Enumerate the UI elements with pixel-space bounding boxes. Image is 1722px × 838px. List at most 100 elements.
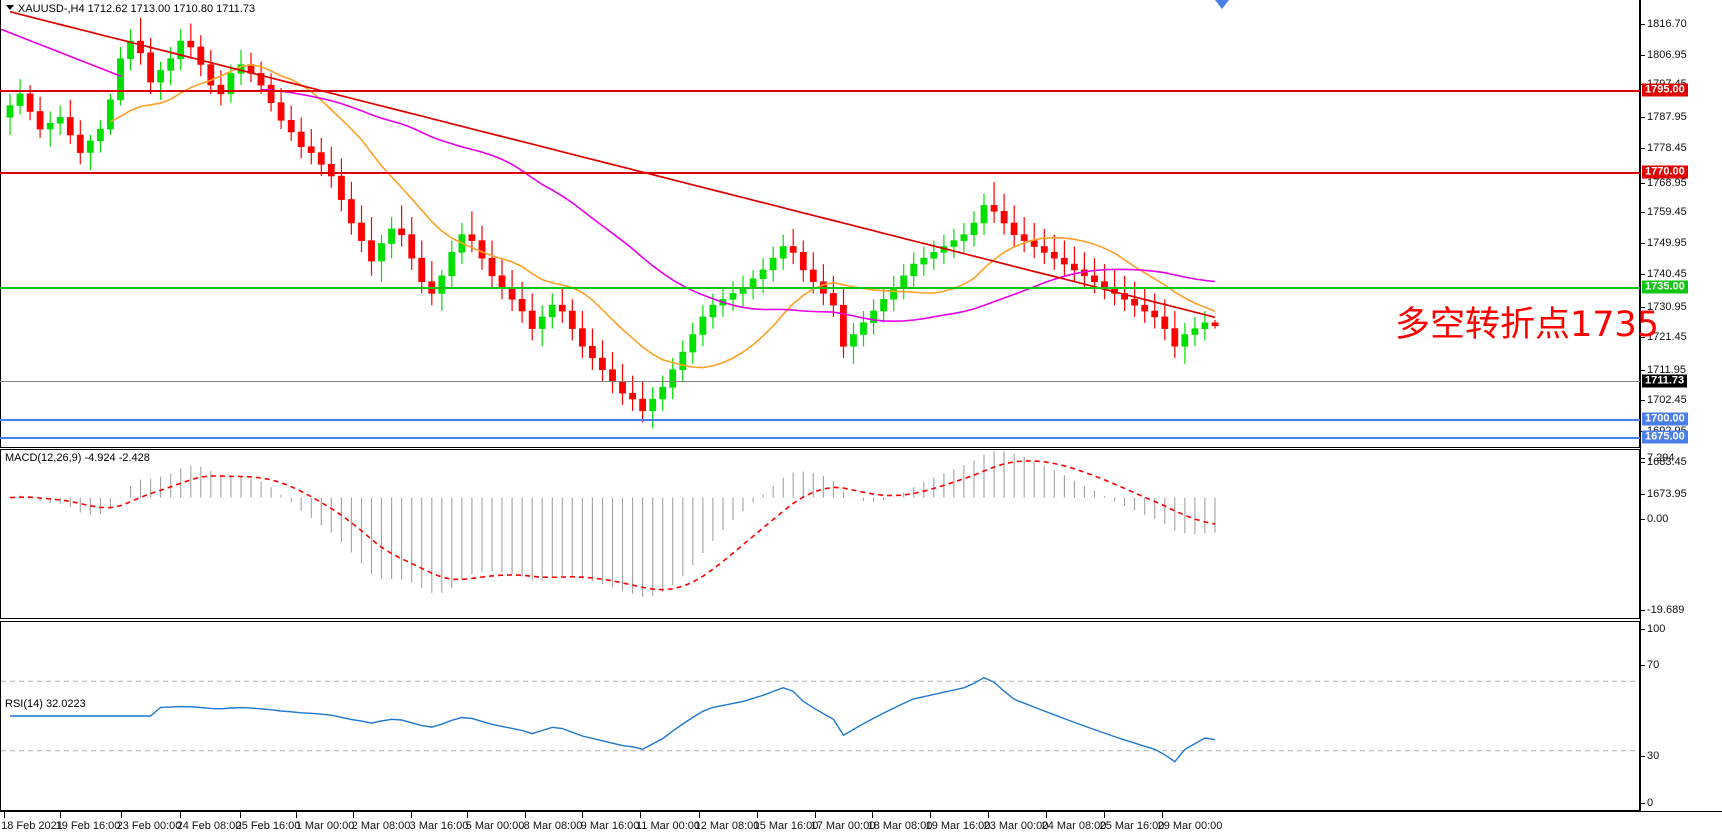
symbol-ohlc-label: XAUUSD-,H4 1712.62 1713.00 1710.80 1711.… [18,3,256,15]
level-line-resistance-1795[interactable] [0,90,1640,92]
rsi-tick-label: 70 [1647,659,1660,671]
axis-tickmark [1641,458,1645,459]
level-line-support-1700[interactable] [0,419,1640,421]
price-chart-header: XAUUSD-,H4 1712.62 1713.00 1710.80 1711.… [6,3,255,16]
price-tick-label: 1816.70 [1647,18,1687,30]
time-tickmark [353,812,354,818]
time-tick-label: 3 Mar 16:00 [409,820,469,832]
axis-tickmark [1641,400,1645,401]
rsi-panel[interactable] [0,621,1640,811]
time-tick-label: 19 Mar 16:00 [925,820,991,832]
axis-tickmark [1641,462,1645,463]
rsi-plot-area[interactable] [1,622,1639,810]
axis-tickmark [1641,212,1645,213]
time-tickmark [757,812,758,818]
price-tick-label: 1721.45 [1647,331,1687,343]
price-chart-panel[interactable] [0,0,1640,448]
time-tick-label: 5 Mar 00:00 [465,820,525,832]
time-tickmark [467,812,468,818]
price-tick-label: 1759.45 [1647,206,1687,218]
rsi-tick-label: 100 [1647,623,1666,635]
time-tick-label: 8 Mar 08:00 [523,820,583,832]
price-tick-label: 1778.45 [1647,142,1687,154]
macd-svg [9,451,1216,597]
price-level-badge-last-price-1711[interactable]: 1711.73 [1642,374,1688,388]
axis-tickmark [1641,307,1645,308]
price-annotation: 多空转折点1735 [1395,305,1660,345]
macd-panel[interactable] [0,449,1640,619]
price-plot-area[interactable] [1,0,1639,447]
macd-tick-label: 0.00 [1647,513,1669,525]
time-tick-label: 24 Mar 08:00 [1041,820,1107,832]
price-candlestick-svg [1,10,1219,429]
time-tick-label: 1 Mar 00:00 [295,820,355,832]
rsi-svg [1,676,1639,763]
time-tickmark [872,812,873,818]
chevron-down-icon[interactable] [6,5,14,10]
time-tickmark [930,812,931,818]
time-tick-label: 18 Feb 2021 [1,820,63,832]
level-line-pivot-1735[interactable] [0,287,1640,289]
time-tick-label: 11 Mar 00:00 [635,820,701,832]
price-level-badge-support-1675[interactable]: 1675.00 [1642,430,1688,444]
time-tickmark [582,812,583,818]
price-tick-label: 1711.95 [1647,364,1686,376]
axis-tickmark [1641,370,1645,371]
axis-tickmark [1641,756,1645,757]
price-axis-column[interactable]: 1816.701806.951797.451787.951778.451768.… [1640,0,1722,838]
time-tickmark [988,812,989,818]
scroll-marker-icon [1215,0,1229,9]
time-axis[interactable]: 18 Feb 2021 19 Feb 16:00 23 Feb 00:00 24 Fe… [0,811,1722,838]
rsi-tick-label: 0 [1647,797,1654,809]
time-tick-label: 17 Mar 00:00 [810,820,876,832]
price-level-badge-resistance-1795[interactable]: 1795.00 [1642,83,1688,97]
axis-tickmark [1641,117,1645,118]
axis-tickmark [1641,243,1645,244]
time-tickmark [240,812,241,818]
price-tick-label: 1768.95 [1647,177,1687,189]
axis-tickmark [1641,629,1645,630]
price-tick-label: 1673.95 [1647,488,1687,500]
macd-plot-area[interactable] [1,450,1639,618]
price-level-badge-resistance-1770[interactable]: 1770.00 [1642,165,1688,179]
price-level-badge-support-1700[interactable]: 1700.00 [1642,412,1688,426]
time-tickmark [411,812,412,818]
time-tickmark [121,812,122,818]
macd-tick-label: 7.294 [1647,452,1675,464]
time-tick-label: 2 Mar 08:00 [351,820,411,832]
macd-header: MACD(12,26,9) -4.924 -2.428 [5,452,150,464]
axis-tickmark [1641,24,1645,25]
axis-tickmark [1641,610,1645,611]
price-tick-label: 1806.95 [1647,49,1687,61]
price-tick-label: 1740.45 [1647,268,1687,280]
rsi-header: RSI(14) 32.0223 [5,698,86,710]
time-tickmark [640,812,641,818]
time-tickmark [1046,812,1047,818]
time-tick-label: 29 Mar 00:00 [1157,820,1223,832]
time-tick-label: 25 Mar 16:00 [1099,820,1165,832]
level-line-support-1675[interactable] [0,437,1640,439]
time-tick-label: 19 Feb 16:00 [55,820,121,832]
time-tick-label: 23 Feb 00:00 [116,820,182,832]
time-tick-label: 25 Feb 16:00 [235,820,301,832]
price-level-badge-pivot-1735[interactable]: 1735.00 [1642,280,1688,294]
time-tickmark [4,812,5,818]
price-tick-label: 1787.95 [1647,111,1687,123]
price-tick-label: 1683.45 [1647,456,1687,468]
time-tick-label: 15 Mar 16:00 [753,820,819,832]
axis-tickmark [1641,337,1645,338]
rsi-tick-label: 30 [1647,750,1660,762]
axis-tickmark [1641,148,1645,149]
time-tickmark [180,812,181,818]
time-tick-label: 24 Feb 08:00 [176,820,242,832]
time-tickmark [1162,812,1163,818]
axis-tickmark [1641,274,1645,275]
level-line-last-price-1711[interactable] [0,381,1640,382]
time-tickmark [699,812,700,818]
axis-tickmark [1641,183,1645,184]
time-tick-label: 12 Mar 08:00 [694,820,760,832]
axis-tickmark [1641,665,1645,666]
axis-tickmark [1641,494,1645,495]
time-tickmark [525,812,526,818]
level-line-resistance-1770[interactable] [0,172,1640,174]
